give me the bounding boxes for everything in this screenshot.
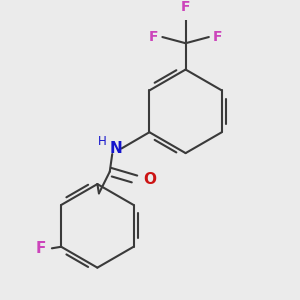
Text: O: O: [143, 172, 156, 187]
Text: N: N: [110, 141, 122, 156]
Text: F: F: [149, 30, 159, 44]
Text: F: F: [212, 30, 222, 44]
Text: H: H: [98, 135, 106, 148]
Text: F: F: [181, 0, 190, 14]
Text: F: F: [35, 241, 46, 256]
